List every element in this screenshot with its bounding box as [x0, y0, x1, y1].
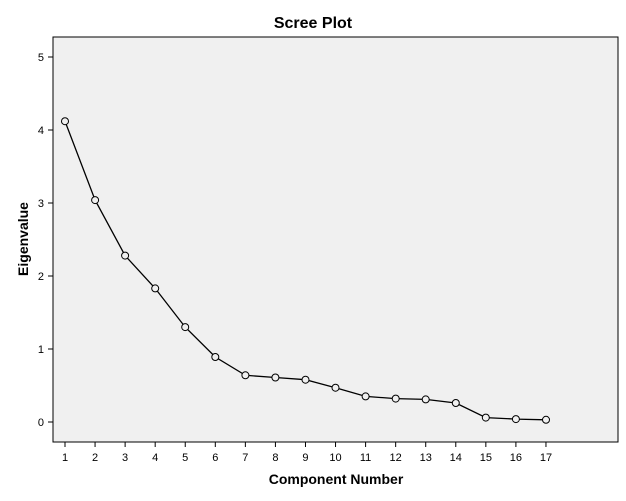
y-axis-label: Eigenvalue [15, 202, 31, 276]
data-point-3 [121, 251, 130, 260]
data-point-10 [331, 383, 340, 392]
chart-title: Scree Plot [274, 15, 353, 32]
x-tick-label-11: 12 [390, 452, 402, 464]
data-point-2 [91, 196, 100, 205]
data-point-4 [151, 284, 160, 293]
x-tick-label-4: 5 [182, 452, 188, 464]
data-point-11 [361, 392, 370, 401]
x-axis: 1 2 3 4 5 6 7 8 9 10 11 12 13 14 15 16 17 [62, 442, 552, 464]
y-tick-label-4: 4 [38, 125, 44, 137]
data-point-9 [301, 375, 310, 384]
x-tick-label-5: 6 [212, 452, 218, 464]
y-tick-label-0: 0 [38, 417, 44, 429]
plot-area [52, 36, 619, 443]
series-eigenvalue [61, 117, 550, 424]
y-tick-label-1: 1 [38, 344, 44, 356]
data-point-13 [421, 395, 430, 404]
x-tick-label-6: 7 [242, 452, 248, 464]
data-point-16 [511, 415, 520, 424]
y-tick-label-3: 3 [38, 198, 44, 210]
x-tick-label-13: 14 [450, 452, 462, 464]
x-tick-label-7: 8 [272, 452, 278, 464]
x-tick-label-9: 10 [329, 452, 341, 464]
data-point-6 [211, 353, 220, 361]
x-tick-label-12: 13 [420, 452, 432, 464]
data-point-8 [271, 373, 280, 382]
data-point-14 [451, 399, 460, 407]
x-tick-label-0: 1 [62, 452, 68, 464]
data-point-15 [481, 413, 490, 422]
data-point-12 [391, 394, 400, 403]
data-point-17 [542, 415, 550, 424]
x-tick-label-2: 3 [122, 452, 128, 464]
x-tick-label-3: 4 [152, 452, 158, 464]
y-tick-label-2: 2 [38, 271, 44, 283]
data-point-1 [61, 117, 69, 126]
y-tick-label-5: 5 [38, 52, 44, 64]
x-tick-label-16: 17 [540, 452, 552, 464]
x-tick-label-8: 9 [302, 452, 308, 464]
data-point-7 [241, 371, 250, 380]
data-point-5 [181, 323, 190, 332]
x-tick-label-1: 2 [92, 452, 98, 464]
x-axis-label: Component Number [269, 471, 404, 487]
x-tick-label-15: 16 [510, 452, 522, 464]
x-tick-label-14: 15 [480, 452, 492, 464]
y-axis: 0 1 2 3 4 5 [38, 52, 53, 429]
x-tick-label-10: 11 [360, 452, 371, 464]
